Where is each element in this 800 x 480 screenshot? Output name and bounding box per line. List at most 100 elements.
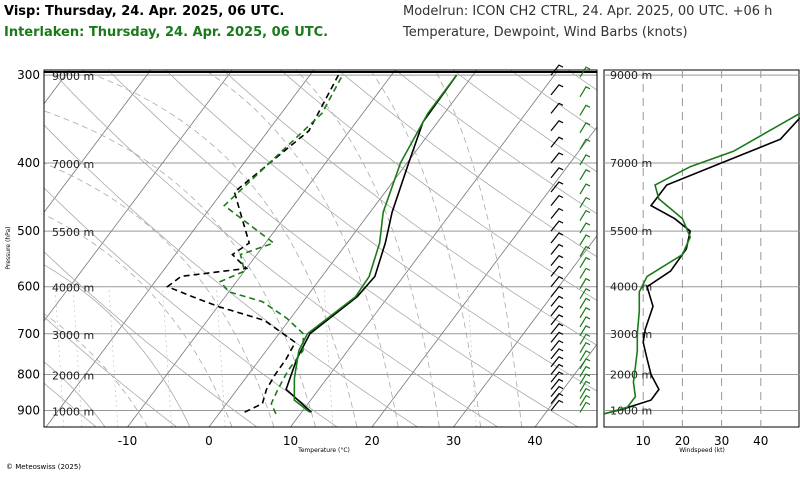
wind-barb-interlaken [579,122,591,134]
wind-barb-interlaken [579,183,591,195]
wind-barb-interlaken [579,324,591,337]
wind-barb-interlaken [579,297,591,309]
moist-adiabat [0,206,800,427]
wind-barb-visp [550,136,564,148]
mixing-ratio-line [54,286,65,427]
height-label: 3000 m [52,329,94,342]
pressure-tick-label: 800 [17,368,40,382]
wind-height-label: 9000 m [610,69,652,82]
pressure-tick-label: 400 [17,156,40,170]
wind-barb-visp [550,305,564,317]
wind-barb-interlaken [579,154,591,166]
isotherm-line [698,70,800,427]
dry-adiabat [164,70,597,392]
wind-barb-interlaken [579,287,591,300]
dry-adiabat [44,382,97,427]
pressure-tick-label: 500 [17,224,40,238]
visp-temperature-line [285,74,458,413]
model-run-label: Modelrun: ICON CH2 CTRL, 24. Apr. 2025, … [403,4,773,19]
isotherm-line [44,70,152,213]
visp-windspeed-line [604,117,800,415]
isotherm-line [290,70,559,427]
dry-adiabat [44,251,258,427]
dry-adiabat [567,70,597,91]
dry-adiabat [222,70,597,346]
wind-barb-visp [550,392,564,405]
wind-barb-interlaken [579,365,591,377]
wind-barb-visp [550,378,564,390]
wind-barb-visp [550,167,564,179]
wind-barb-interlaken [579,307,591,319]
y-axis-label: Pressure (hPa) [5,226,12,269]
wind-barb-interlaken [579,316,591,328]
wind-barb-interlaken [579,222,591,234]
skewt-grid [0,65,800,427]
dry-adiabat [44,124,418,427]
wind-barb-visp [550,232,564,244]
height-label: 1000 m [52,405,94,418]
dry-adiabat [337,70,597,258]
isotherm-line [127,70,396,427]
wind-height-label: 4000 m [610,281,652,294]
temperature-tick-label: 0 [205,434,213,448]
dry-adiabat [279,70,597,301]
isotherm-line [44,70,233,322]
dry-adiabat [44,187,338,427]
wind-barb-visp [550,295,564,307]
height-label: 5500 m [52,226,94,239]
mixing-ratio-line [323,286,334,427]
wind-barb-interlaken [579,209,591,221]
dry-adiabat [44,316,177,427]
temperature-tick-label: 30 [446,434,461,448]
height-label: 9000 m [52,70,94,83]
wind-height-label: 2000 m [610,369,652,382]
wind-barb-interlaken [579,138,591,150]
temperature-tick-label: -10 [118,434,138,448]
wind-barb-visp [550,314,564,326]
main-frame [43,69,598,428]
dry-adiabat [675,65,800,427]
wind-barb-interlaken [579,333,591,345]
pressure-tick-label: 300 [17,68,40,82]
wind-barb-interlaken [579,169,591,181]
wind-barb-interlaken [579,104,591,116]
wind-barb-interlaken [579,66,591,78]
mixing-ratio-line [467,286,477,427]
wind-barb-interlaken [579,341,591,354]
wind-barb-interlaken [579,358,591,370]
wind-barb-visp [550,323,564,335]
wind-barb-visp [550,254,564,267]
moist-adiabat [369,70,481,427]
moist-adiabat [204,70,399,427]
interlaken-temperature-line [293,74,458,413]
wind-barb-interlaken [579,86,591,98]
wind-barb-interlaken [579,267,591,279]
windspeed-tick-label: 10 [636,434,651,448]
moist-adiabat [295,70,440,427]
mixing-ratio-line [216,286,226,427]
wind-barb-interlaken [579,387,591,399]
wind-barb-interlaken [579,373,591,385]
wind-barb-visp [550,152,564,164]
wind-barb-interlaken [579,350,591,362]
wind-barb-interlaken [579,234,591,246]
wind-frame [603,69,800,428]
isotherm-line [45,70,315,427]
windspeed-tick-label: 30 [714,434,729,448]
wind-barb-interlaken [579,196,591,208]
windspeed-tick-label: 20 [675,434,690,448]
isotherm-line [453,234,597,427]
wind-barb-visp [550,194,564,206]
wind-x-axis-label: Windspeed (kt) [679,447,725,454]
wind-barb-interlaken [579,277,591,290]
station-title-interlaken: Interlaken: Thursday, 24. Apr. 2025, 06 … [4,25,329,40]
wind-barb-visp [550,120,564,132]
wind-barb-interlaken [579,401,591,413]
dry-adiabat [50,70,499,427]
windspeed-tick-label: 40 [753,434,768,448]
wind-barb-visp [550,275,564,288]
wind-barb-visp [550,265,564,277]
isotherm-line [534,343,597,427]
temperature-tick-label: 20 [364,434,379,448]
isotherm-line [208,70,478,427]
